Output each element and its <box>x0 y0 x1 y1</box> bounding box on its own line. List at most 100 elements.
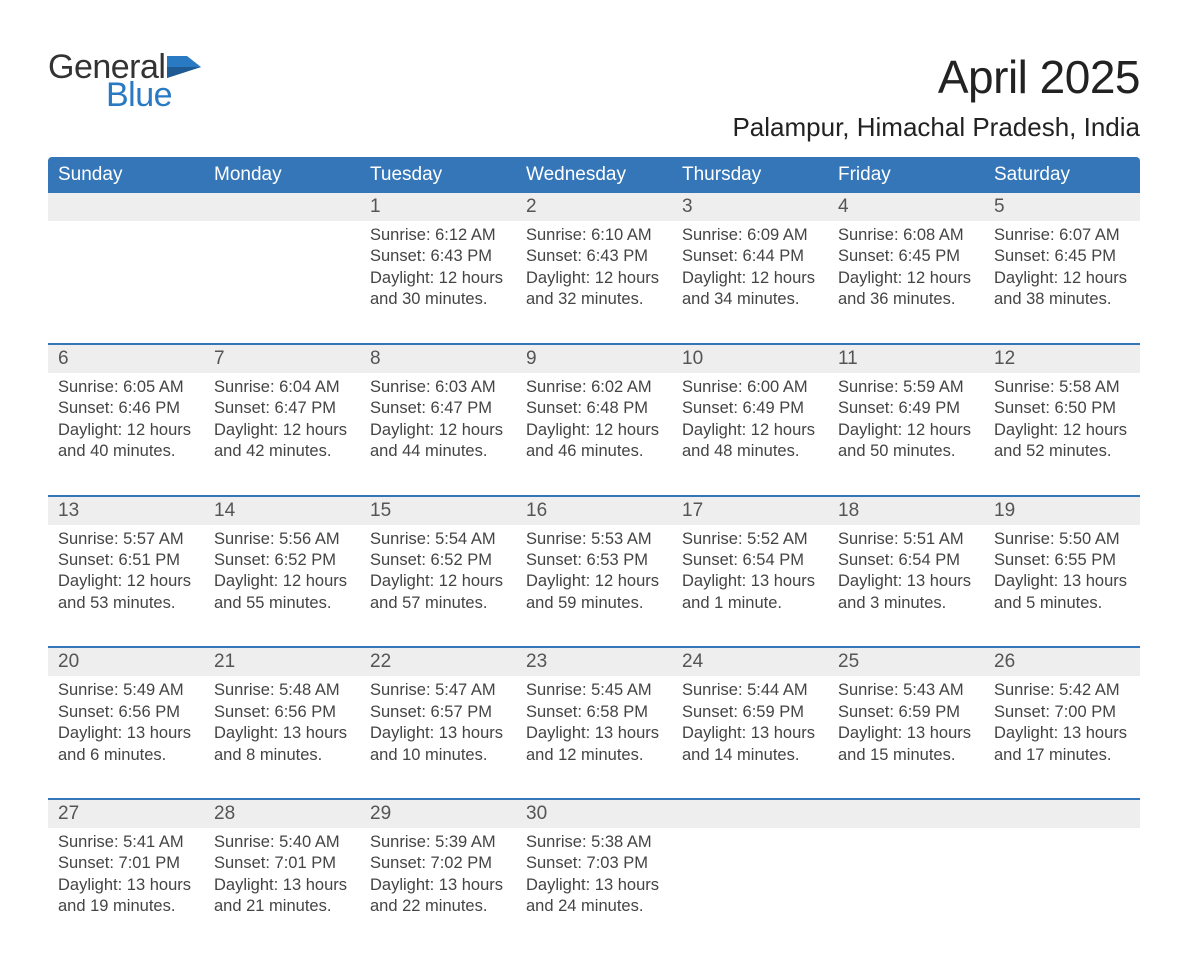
sunset-text: Sunset: 7:03 PM <box>526 853 662 874</box>
daylight-text: Daylight: 13 hours and 14 minutes. <box>682 723 818 766</box>
sunset-text: Sunset: 6:45 PM <box>994 246 1130 267</box>
day-cell: Sunrise: 6:08 AMSunset: 6:45 PMDaylight:… <box>828 221 984 333</box>
daylight-text: Daylight: 13 hours and 1 minute. <box>682 571 818 614</box>
daylight-text: Daylight: 12 hours and 46 minutes. <box>526 420 662 463</box>
day-number: 11 <box>828 345 984 373</box>
daylight-text: Daylight: 13 hours and 24 minutes. <box>526 875 662 918</box>
sunset-text: Sunset: 6:55 PM <box>994 550 1130 571</box>
day-number: 27 <box>48 800 204 828</box>
day-cell: Sunrise: 5:38 AMSunset: 7:03 PMDaylight:… <box>516 828 672 940</box>
sunset-text: Sunset: 6:46 PM <box>58 398 194 419</box>
day-cell: Sunrise: 6:04 AMSunset: 6:47 PMDaylight:… <box>204 373 360 485</box>
sunrise-text: Sunrise: 5:42 AM <box>994 680 1130 701</box>
sunset-text: Sunset: 6:52 PM <box>370 550 506 571</box>
day-number: 17 <box>672 497 828 525</box>
sunrise-text: Sunrise: 5:47 AM <box>370 680 506 701</box>
day-cell: Sunrise: 5:51 AMSunset: 6:54 PMDaylight:… <box>828 525 984 637</box>
sunrise-text: Sunrise: 5:51 AM <box>838 529 974 550</box>
day-cell: Sunrise: 5:39 AMSunset: 7:02 PMDaylight:… <box>360 828 516 940</box>
sunrise-text: Sunrise: 5:54 AM <box>370 529 506 550</box>
daylight-text: Daylight: 12 hours and 48 minutes. <box>682 420 818 463</box>
daylight-text: Daylight: 13 hours and 6 minutes. <box>58 723 194 766</box>
sunrise-text: Sunrise: 5:58 AM <box>994 377 1130 398</box>
day-cell: Sunrise: 6:12 AMSunset: 6:43 PMDaylight:… <box>360 221 516 333</box>
daylight-text: Daylight: 12 hours and 44 minutes. <box>370 420 506 463</box>
logo-text-blue: Blue <box>48 78 201 112</box>
day-cell: Sunrise: 5:45 AMSunset: 6:58 PMDaylight:… <box>516 676 672 788</box>
daylight-text: Daylight: 12 hours and 42 minutes. <box>214 420 350 463</box>
sunrise-text: Sunrise: 5:53 AM <box>526 529 662 550</box>
sunrise-text: Sunrise: 6:02 AM <box>526 377 662 398</box>
daylight-text: Daylight: 12 hours and 53 minutes. <box>58 571 194 614</box>
sunset-text: Sunset: 6:59 PM <box>682 702 818 723</box>
sunset-text: Sunset: 6:49 PM <box>838 398 974 419</box>
calendar-week: 20212223242526Sunrise: 5:49 AMSunset: 6:… <box>48 646 1140 788</box>
calendar-week: 27282930Sunrise: 5:41 AMSunset: 7:01 PMD… <box>48 798 1140 940</box>
day-body-row: Sunrise: 5:57 AMSunset: 6:51 PMDaylight:… <box>48 525 1140 637</box>
sunset-text: Sunset: 6:53 PM <box>526 550 662 571</box>
sunrise-text: Sunrise: 6:04 AM <box>214 377 350 398</box>
day-cell <box>828 828 984 940</box>
day-number <box>48 193 204 221</box>
sunrise-text: Sunrise: 6:10 AM <box>526 225 662 246</box>
day-cell: Sunrise: 5:42 AMSunset: 7:00 PMDaylight:… <box>984 676 1140 788</box>
calendar-header-cell: Tuesday <box>360 157 516 193</box>
day-cell: Sunrise: 5:40 AMSunset: 7:01 PMDaylight:… <box>204 828 360 940</box>
daylight-text: Daylight: 13 hours and 22 minutes. <box>370 875 506 918</box>
day-number: 9 <box>516 345 672 373</box>
daylight-text: Daylight: 12 hours and 55 minutes. <box>214 571 350 614</box>
sunrise-text: Sunrise: 5:41 AM <box>58 832 194 853</box>
calendar-header-cell: Thursday <box>672 157 828 193</box>
daylight-text: Daylight: 13 hours and 17 minutes. <box>994 723 1130 766</box>
calendar-header-cell: Sunday <box>48 157 204 193</box>
daylight-text: Daylight: 12 hours and 38 minutes. <box>994 268 1130 311</box>
sunset-text: Sunset: 6:56 PM <box>58 702 194 723</box>
day-cell: Sunrise: 6:10 AMSunset: 6:43 PMDaylight:… <box>516 221 672 333</box>
day-number: 8 <box>360 345 516 373</box>
daylight-text: Daylight: 13 hours and 21 minutes. <box>214 875 350 918</box>
day-number: 26 <box>984 648 1140 676</box>
calendar-header-row: SundayMondayTuesdayWednesdayThursdayFrid… <box>48 157 1140 193</box>
daylight-text: Daylight: 13 hours and 10 minutes. <box>370 723 506 766</box>
day-cell: Sunrise: 5:56 AMSunset: 6:52 PMDaylight:… <box>204 525 360 637</box>
day-cell: Sunrise: 5:53 AMSunset: 6:53 PMDaylight:… <box>516 525 672 637</box>
day-body-row: Sunrise: 6:05 AMSunset: 6:46 PM Daylight:… <box>48 373 1140 485</box>
day-cell: Sunrise: 5:58 AMSunset: 6:50 PMDaylight:… <box>984 373 1140 485</box>
sunset-text: Sunset: 6:57 PM <box>370 702 506 723</box>
daylight-text: Daylight: 12 hours and 59 minutes. <box>526 571 662 614</box>
sunrise-text: Sunrise: 6:08 AM <box>838 225 974 246</box>
day-number: 10 <box>672 345 828 373</box>
calendar-header-cell: Monday <box>204 157 360 193</box>
sunrise-text: Sunrise: 6:05 AM <box>58 377 194 398</box>
day-cell: Sunrise: 5:43 AMSunset: 6:59 PMDaylight:… <box>828 676 984 788</box>
day-body-row: Sunrise: 5:41 AMSunset: 7:01 PMDaylight:… <box>48 828 1140 940</box>
calendar-week: 12345Sunrise: 6:12 AMSunset: 6:43 PMDayl… <box>48 193 1140 333</box>
day-number: 22 <box>360 648 516 676</box>
day-number: 23 <box>516 648 672 676</box>
calendar-week: 6789101112Sunrise: 6:05 AMSunset: 6:46 P… <box>48 343 1140 485</box>
day-number: 25 <box>828 648 984 676</box>
day-number: 7 <box>204 345 360 373</box>
day-number: 14 <box>204 497 360 525</box>
sunset-text: Sunset: 7:01 PM <box>58 853 194 874</box>
day-cell: Sunrise: 6:03 AMSunset: 6:47 PMDaylight:… <box>360 373 516 485</box>
page-title: April 2025 <box>732 50 1140 104</box>
sunset-text: Sunset: 7:01 PM <box>214 853 350 874</box>
sunset-text: Sunset: 7:00 PM <box>994 702 1130 723</box>
day-cell: Sunrise: 5:41 AMSunset: 7:01 PMDaylight:… <box>48 828 204 940</box>
day-number: 1 <box>360 193 516 221</box>
day-number <box>828 800 984 828</box>
day-cell <box>672 828 828 940</box>
sunrise-text: Sunrise: 5:52 AM <box>682 529 818 550</box>
daylight-text: Daylight: 13 hours and 15 minutes. <box>838 723 974 766</box>
day-number: 29 <box>360 800 516 828</box>
day-cell: Sunrise: 5:50 AMSunset: 6:55 PMDaylight:… <box>984 525 1140 637</box>
day-body-row: Sunrise: 6:12 AMSunset: 6:43 PMDaylight:… <box>48 221 1140 333</box>
daylight-text: Daylight: 13 hours and 12 minutes. <box>526 723 662 766</box>
sunset-text: Sunset: 6:45 PM <box>838 246 974 267</box>
sunrise-text: Sunrise: 6:07 AM <box>994 225 1130 246</box>
daylight-text: Daylight: 13 hours and 5 minutes. <box>994 571 1130 614</box>
day-cell: Sunrise: 5:59 AMSunset: 6:49 PMDaylight:… <box>828 373 984 485</box>
calendar: SundayMondayTuesdayWednesdayThursdayFrid… <box>48 157 1140 940</box>
daynum-row: 13141516171819 <box>48 497 1140 525</box>
